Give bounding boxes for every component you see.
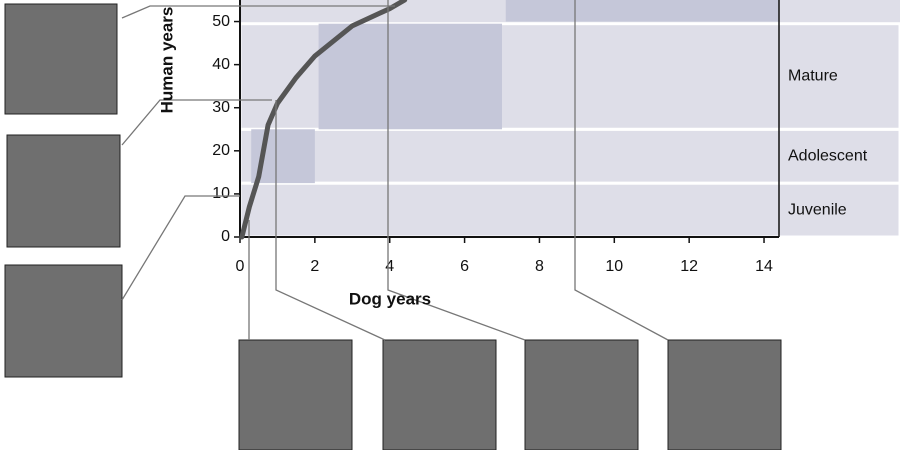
human-photo <box>4 3 118 115</box>
y-tick-label: 10 <box>212 185 230 202</box>
x-tick-label: 8 <box>535 258 544 275</box>
highlight-region <box>505 0 779 22</box>
y-tick-label: 0 <box>221 228 230 245</box>
dog-photo <box>382 339 497 450</box>
leader-line <box>275 100 386 341</box>
plot-area: Juvenile Adolescent Mature 0 2 4 6 8 10 12 14 0 10 20… <box>212 0 900 275</box>
leader-line <box>387 0 526 341</box>
y-tick-label: 50 <box>212 13 230 30</box>
x-tick-label: 12 <box>680 258 698 275</box>
x-tick-label: 4 <box>385 258 394 275</box>
stage-label: Adolescent <box>788 147 868 164</box>
dog-photo <box>667 339 782 450</box>
x-tick-label: 2 <box>310 258 319 275</box>
highlight-region <box>318 23 503 130</box>
dog-photo <box>238 339 353 450</box>
x-tick-label: 6 <box>460 258 469 275</box>
y-tick-label: 20 <box>212 142 230 159</box>
y-tick-label: 40 <box>212 56 230 73</box>
leader-line <box>121 99 272 146</box>
x-tick-label: 14 <box>755 258 773 275</box>
x-axis-label: Dog years <box>349 289 431 308</box>
stage-label: Mature <box>788 68 838 85</box>
curve <box>239 0 408 240</box>
x-tick-label: 0 <box>236 258 245 275</box>
human-photo <box>4 264 123 378</box>
photos <box>4 0 782 450</box>
stage-label: Juvenile <box>788 201 847 218</box>
y-axis-label: Human years <box>157 7 176 114</box>
leader-line <box>574 0 669 341</box>
leader-line <box>121 5 395 19</box>
leader-line <box>121 195 240 301</box>
x-tick-label: 10 <box>605 258 623 275</box>
dog-photo <box>524 339 639 450</box>
human-photo <box>6 134 121 248</box>
y-tick-label: 30 <box>212 99 230 116</box>
